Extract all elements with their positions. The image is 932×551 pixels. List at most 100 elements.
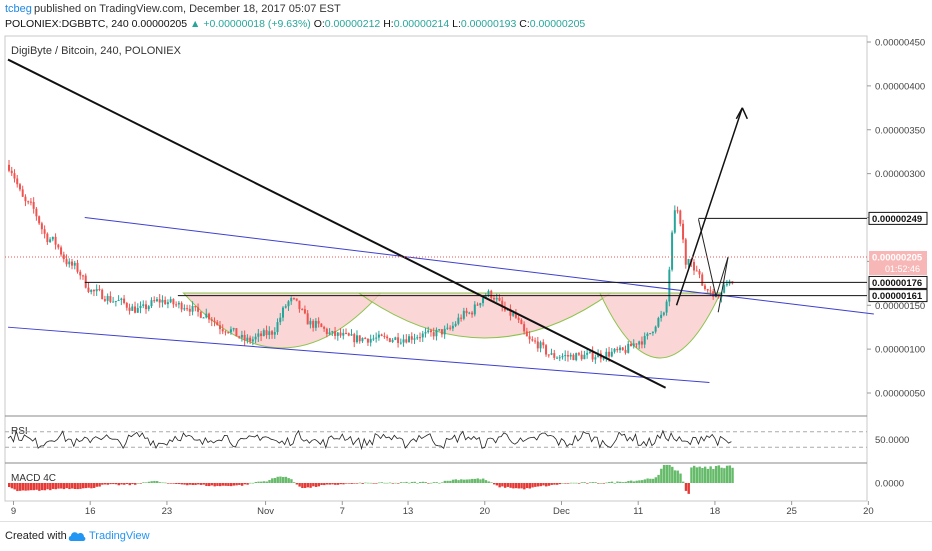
macd-bar — [142, 482, 145, 483]
candle — [213, 317, 216, 327]
channel-upper-line — [84, 217, 874, 315]
macd-bar — [443, 480, 447, 483]
candle — [408, 334, 411, 343]
macd-bar — [380, 482, 384, 483]
candle — [640, 336, 643, 349]
ohlc-bar: POLONIEX:DGBBTC, 240 0.00000205 ▲ +0.000… — [5, 18, 585, 30]
candle — [243, 330, 246, 346]
candle — [287, 300, 290, 311]
macd-bar — [177, 483, 181, 485]
candle — [188, 304, 191, 317]
candle — [416, 334, 419, 340]
candle — [594, 354, 597, 364]
current-price-box — [869, 250, 927, 275]
macd-bar — [591, 482, 595, 483]
macd-bar — [684, 483, 688, 491]
macd-bar — [465, 479, 468, 483]
candle — [698, 268, 701, 279]
macd-bar — [676, 470, 679, 483]
macd-bar — [309, 483, 312, 488]
level-lines: 0.00000249 0.00000176 0.00000161 0.00000205… — [5, 211, 928, 303]
candle — [336, 331, 339, 341]
candle — [405, 334, 408, 344]
price-change: ▲ +0.00000018 (+9.63%) — [190, 18, 311, 30]
macd-bar — [629, 480, 633, 483]
macd-bar — [643, 479, 647, 483]
candle — [638, 340, 641, 349]
macd-bar — [517, 483, 521, 489]
candle — [471, 310, 474, 318]
macd-bar — [457, 480, 460, 483]
cup-shape — [357, 292, 613, 339]
candle — [413, 333, 416, 344]
candle — [235, 328, 238, 337]
candle — [575, 352, 578, 362]
macd-bar — [117, 483, 120, 486]
macd-bar — [539, 483, 542, 487]
tradingview-brand[interactable]: TradingView — [89, 530, 150, 542]
macd-bar — [536, 483, 540, 487]
macd-bar — [599, 482, 603, 484]
candle — [139, 301, 142, 314]
macd-bar — [605, 482, 608, 484]
candle — [208, 312, 211, 323]
macd-bar — [57, 483, 60, 489]
macd-bar — [240, 483, 244, 486]
macd-bar — [525, 483, 529, 489]
rsi-line — [7, 429, 732, 451]
macd-bar — [558, 483, 562, 485]
candle — [665, 299, 668, 316]
candle — [440, 329, 443, 338]
macd-bar — [482, 478, 485, 483]
candle — [624, 345, 627, 355]
candle — [438, 328, 441, 332]
macd-pane: MACD 4C 0.0000 — [8, 465, 904, 494]
macd-bar — [257, 481, 260, 483]
x-tick-label: 20 — [479, 506, 490, 517]
candle — [303, 305, 306, 315]
macd-bar — [487, 481, 490, 483]
candle — [224, 330, 227, 336]
macd-bar — [136, 482, 140, 484]
candle — [372, 334, 375, 341]
cup-shape — [182, 292, 382, 349]
candle — [646, 332, 649, 340]
macd-bar — [561, 482, 564, 484]
macd-bar — [292, 482, 296, 483]
countdown-label: 01:52:46 — [885, 264, 920, 274]
macd-bar — [180, 483, 184, 485]
candle — [317, 317, 320, 328]
candle — [92, 289, 95, 297]
macd-bar — [131, 483, 134, 485]
candle — [8, 160, 10, 173]
macd-bar — [610, 481, 614, 483]
macd-bar — [427, 483, 430, 484]
candle — [605, 348, 608, 362]
candle — [191, 301, 194, 316]
macd-bar — [320, 483, 323, 485]
candle — [473, 301, 476, 317]
candle — [175, 301, 178, 308]
candle — [298, 300, 301, 313]
candle — [128, 303, 131, 315]
candle — [443, 325, 446, 339]
macd-bar — [260, 481, 263, 483]
macd-bar — [175, 483, 178, 484]
candle — [24, 194, 27, 207]
macd-bar — [323, 483, 326, 486]
macd-bar — [199, 483, 203, 485]
candle — [454, 321, 457, 328]
author-name[interactable]: tcbeg — [5, 3, 32, 15]
x-axis[interactable]: 9 16 23 Nov 7 13 20 Dec 11 18 25 20 — [11, 501, 874, 517]
macd-bar — [712, 468, 715, 483]
candle — [205, 308, 208, 319]
candle — [21, 185, 24, 198]
macd-bar — [468, 479, 471, 483]
candle — [501, 296, 504, 312]
candle — [547, 354, 550, 358]
chart-title: DigiByte / Bitcoin, 240, POLONIEX — [11, 45, 182, 57]
macd-bar — [419, 481, 422, 483]
macd-bar — [54, 483, 57, 490]
candle — [490, 289, 493, 301]
price-chart[interactable]: DigiByte / Bitcoin, 240, POLONIEX 0.0000… — [0, 0, 932, 521]
